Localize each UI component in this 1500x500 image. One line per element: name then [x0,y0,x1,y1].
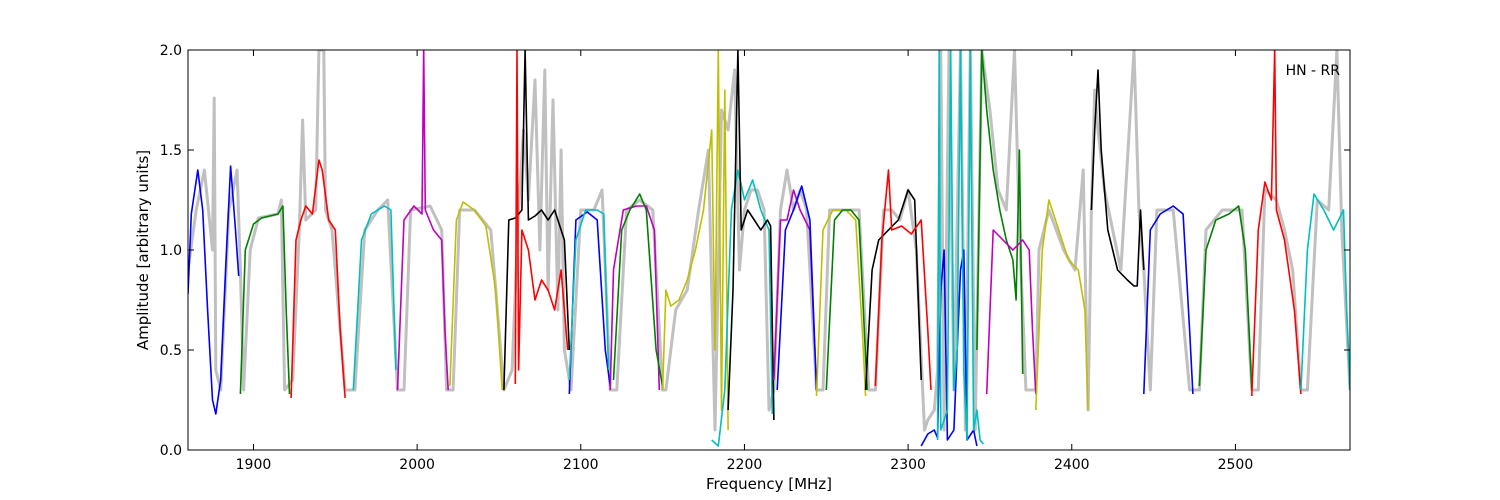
x-axis: 1900 2000 2100 2200 2300 2400 2500 [236,50,1254,473]
series-line-27 [1090,69,1145,287]
series-line-7 [503,50,571,391]
annotation-label: HN - RR [1286,63,1341,79]
y-tick-label: 0.0 [160,443,182,459]
y-tick-label: 0.5 [160,343,182,359]
series-line-24 [976,50,1024,375]
series-line-20 [864,189,922,391]
series-line-30 [1251,50,1302,397]
series-line-19 [825,209,868,391]
y-tick-label: 1.0 [160,243,182,259]
y-axis: 0.0 0.5 1.0 1.5 2.0 [160,43,1350,459]
series-line-5 [396,50,449,391]
series-line-23 [936,50,985,445]
series-line-15 [727,50,775,421]
y-tick-label: 2.0 [160,43,182,59]
series-line-25 [985,229,1037,395]
x-tick-label: 2500 [1218,457,1254,473]
x-tick-label: 2400 [1054,457,1090,473]
x-tick-label: 1900 [236,457,272,473]
y-axis-label: Amplitude [arbitrary units] [134,150,152,350]
x-tick-label: 2200 [727,457,763,473]
x-axis-label: Frequency [MHz] [706,475,832,493]
series-line-6 [449,201,503,391]
series-line-12 [612,193,664,387]
series-line-10 [568,209,610,381]
series-line-28 [1143,205,1194,395]
series-line-21 [874,169,932,391]
series-line-11 [609,205,661,391]
series-layer [188,50,1350,447]
series-line-2 [239,205,291,395]
series-line-26 [1035,199,1089,411]
x-tick-label: 2000 [399,457,435,473]
x-tick-label: 2100 [563,457,599,473]
series-line-17 [776,185,818,391]
y-tick-label: 1.5 [160,143,182,159]
series-line-31 [1300,193,1350,391]
series-line-8 [514,50,569,385]
series-line-1 [188,165,240,415]
series-line-14 [711,169,774,447]
series-line-4 [352,205,397,391]
series-line-3 [290,159,346,399]
x-tick-label: 2300 [890,457,926,473]
series-line-13 [661,50,729,431]
series-line-29 [1198,205,1253,391]
